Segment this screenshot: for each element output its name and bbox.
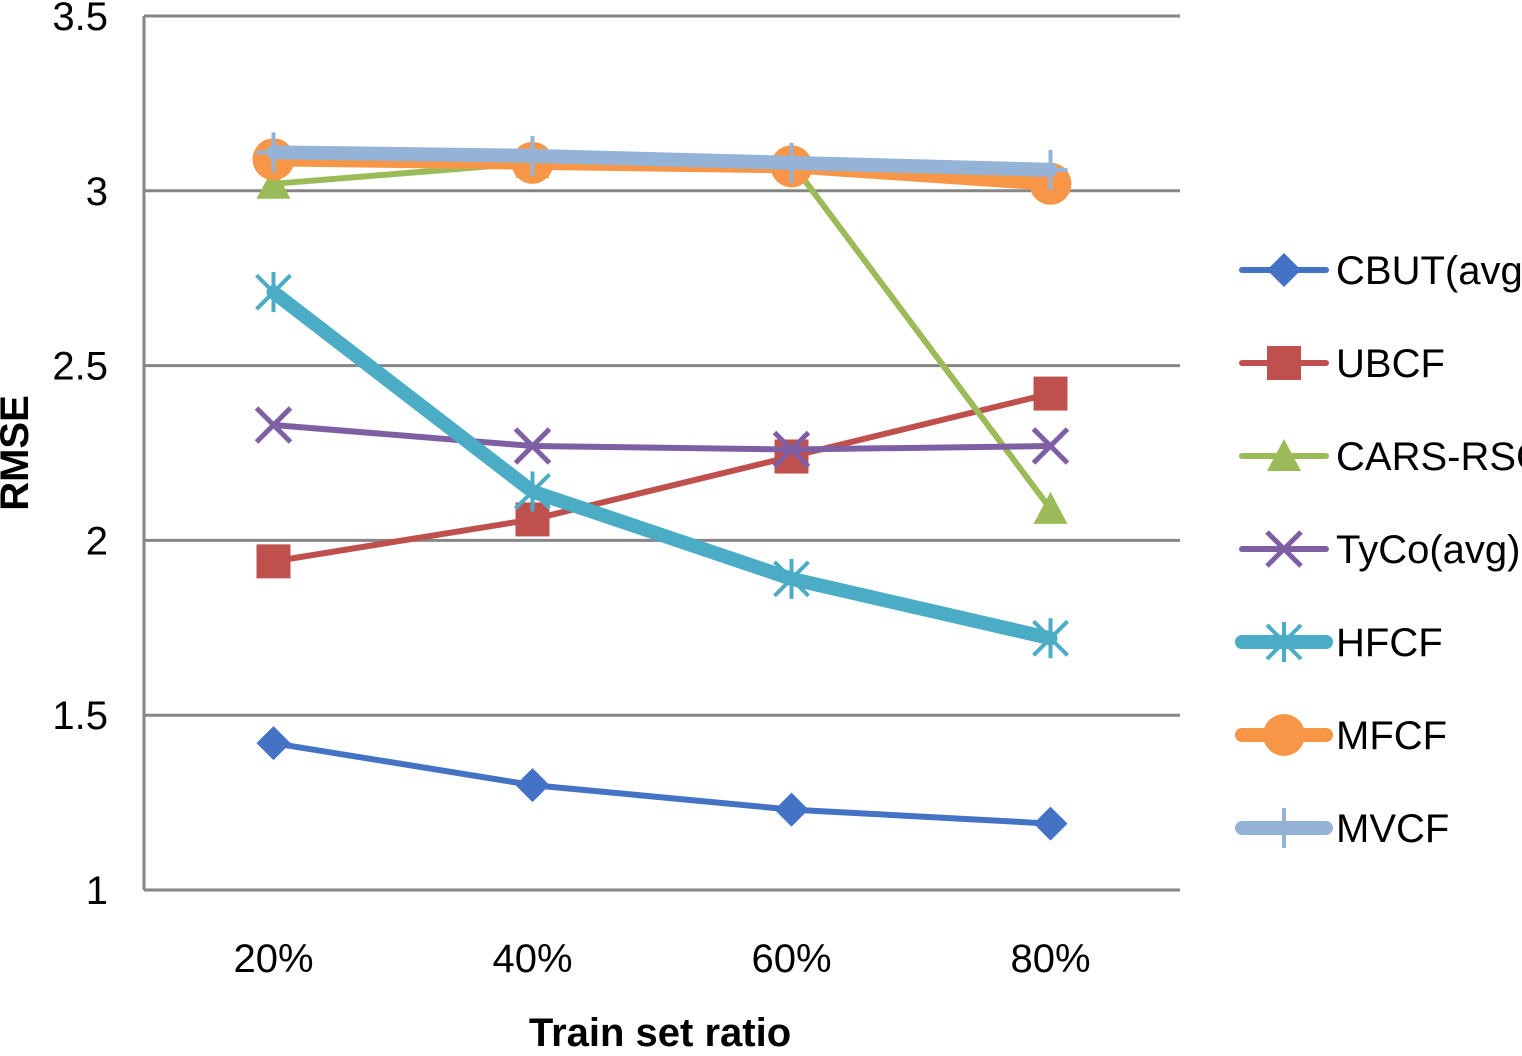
data-point — [256, 166, 291, 199]
data-point — [774, 792, 809, 827]
legend-swatch-marker — [1267, 808, 1301, 848]
y-axis-title: RMSE — [0, 395, 37, 511]
data-point — [1033, 491, 1068, 524]
data-point — [513, 427, 552, 465]
legend-item: TyCo(avg) — [1239, 528, 1521, 572]
data-point — [515, 135, 550, 176]
data-point — [256, 544, 291, 579]
legend-item: CBUT(avg) — [1239, 249, 1522, 293]
data-point — [772, 430, 811, 469]
series-6 — [256, 132, 1068, 190]
legend: CBUT(avg) UBCF CARS-RSCF TyCo(avg) HFCF MFCF M… — [1235, 249, 1522, 851]
x-tick-label: 80% — [1010, 937, 1090, 981]
y-tick-label: 3.5 — [52, 0, 108, 39]
legend-item: HFCF — [1235, 621, 1443, 665]
legend-label: TyCo(avg) — [1336, 528, 1521, 572]
data-point — [254, 406, 293, 444]
legend-label: CBUT(avg) — [1336, 249, 1522, 293]
tick-labels: 1 1.5 2 2.5 3 3.5 20% 40% 60% 80% — [52, 0, 1090, 981]
series-lines — [252, 132, 1072, 841]
legend-swatch-marker — [1267, 253, 1301, 287]
y-tick-label: 1.5 — [52, 694, 108, 738]
data-point — [256, 726, 291, 761]
legend-label: HFCF — [1336, 621, 1443, 665]
legend-swatch-marker — [1265, 530, 1303, 568]
series-4 — [255, 272, 1069, 659]
legend-swatch-marker — [1263, 714, 1305, 756]
legend-swatch-marker — [1267, 346, 1301, 380]
legend-item: CARS-RSCF — [1239, 435, 1522, 479]
data-point — [1033, 806, 1068, 841]
data-point — [255, 272, 292, 313]
x-tick-label: 40% — [492, 937, 572, 981]
series-line — [270, 740, 1054, 827]
series-line — [266, 145, 1058, 177]
series-line — [270, 159, 1054, 512]
legend-item: MFCF — [1235, 714, 1447, 758]
legend-label: MVCF — [1336, 807, 1449, 851]
x-axis-title: Train set ratio — [529, 1011, 791, 1051]
data-point — [774, 439, 809, 474]
series-1 — [256, 376, 1068, 579]
data-point — [774, 142, 809, 183]
legend-label: MFCF — [1336, 714, 1447, 758]
y-tick-label: 2.5 — [52, 345, 108, 389]
series-line — [266, 285, 1058, 646]
legend-swatch-marker — [1265, 622, 1303, 662]
legend-item: UBCF — [1239, 342, 1445, 386]
x-tick-label: 60% — [751, 937, 831, 981]
series-2 — [256, 145, 1068, 524]
x-tick-label: 20% — [233, 937, 313, 981]
data-point — [515, 768, 550, 803]
data-point — [514, 471, 551, 512]
legend-swatch-marker — [1267, 439, 1301, 471]
series-3 — [254, 406, 1070, 469]
data-point — [1031, 427, 1070, 465]
series-line — [270, 390, 1054, 565]
data-point — [773, 558, 810, 599]
series-line — [270, 422, 1054, 453]
series-0 — [256, 726, 1068, 841]
legend-label: UBCF — [1336, 342, 1445, 386]
legend-label: CARS-RSCF — [1336, 435, 1522, 479]
y-tick-label: 2 — [86, 519, 108, 563]
data-point — [1033, 376, 1068, 411]
y-tick-label: 3 — [86, 170, 108, 214]
data-point — [1032, 618, 1069, 659]
data-point — [1033, 149, 1068, 190]
data-point — [256, 132, 291, 173]
legend-item: MVCF — [1235, 807, 1449, 851]
y-tick-label: 1 — [86, 869, 108, 913]
